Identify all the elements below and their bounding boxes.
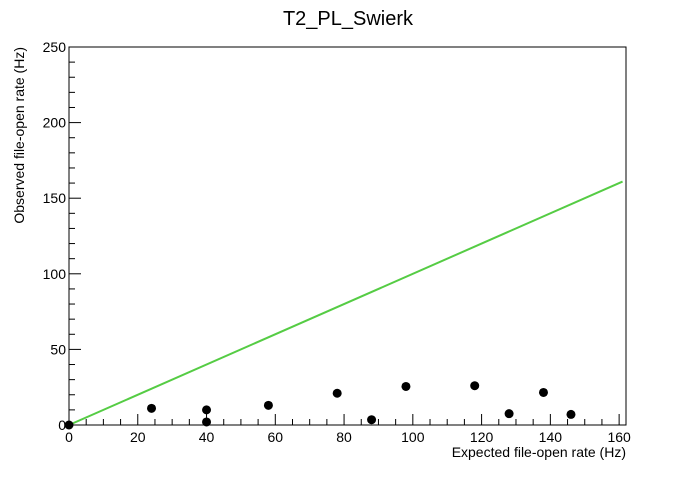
data-point (504, 409, 514, 419)
y-tick-label: 50 (50, 341, 66, 357)
x-tick-label: 40 (199, 429, 215, 445)
data-point (566, 409, 576, 419)
data-point (202, 417, 212, 427)
x-tick-label: 60 (268, 429, 284, 445)
x-tick-label: 120 (470, 429, 494, 445)
x-tick-label: 140 (539, 429, 563, 445)
y-tick-label: 0 (58, 417, 66, 433)
plot-frame (68, 46, 627, 426)
data-point (147, 403, 157, 413)
data-point (367, 415, 377, 425)
x-tick-label: 100 (401, 429, 425, 445)
x-tick-label: 0 (65, 429, 73, 445)
data-point (332, 388, 342, 398)
data-point (538, 387, 548, 397)
x-axis-label: Expected file-open rate (Hz) (452, 444, 626, 460)
y-tick-label: 100 (43, 266, 67, 282)
y-axis-ticks (69, 46, 81, 426)
y-axis-label: Observed file-open rate (Hz) (11, 47, 27, 224)
data-point (470, 381, 480, 391)
x-tick-label: 80 (336, 429, 352, 445)
chart-title: T2_PL_Swierk (283, 8, 414, 30)
x-axis-tick-labels: 0 20 40 60 80 100 120 140 160 (65, 429, 631, 445)
x-tick-label: 160 (607, 429, 631, 445)
y-axis-tick-labels: 0 50 100 150 200 250 (43, 39, 67, 433)
y-tick-label: 200 (43, 115, 67, 131)
series-lines (68, 180, 623, 426)
reference-line (68, 180, 623, 426)
data-point (64, 420, 74, 430)
y-tick-label: 250 (43, 39, 67, 55)
y-tick-label: 150 (43, 190, 67, 206)
x-tick-label: 20 (130, 429, 146, 445)
x-axis-ticks (68, 414, 620, 425)
data-point (263, 400, 273, 410)
data-point (202, 405, 212, 415)
series-points (64, 381, 576, 430)
data-point (401, 381, 411, 391)
